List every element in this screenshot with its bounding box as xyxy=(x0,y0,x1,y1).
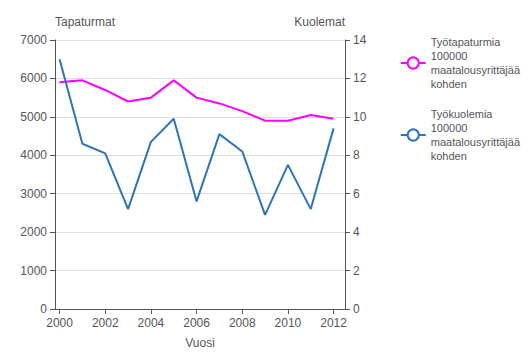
svg-text:6000: 6000 xyxy=(20,71,47,85)
svg-text:2: 2 xyxy=(353,264,360,278)
svg-text:2004: 2004 xyxy=(138,316,165,330)
svg-text:Työkuolemia: Työkuolemia xyxy=(431,108,494,120)
svg-text:0: 0 xyxy=(353,302,360,316)
svg-text:0: 0 xyxy=(40,302,47,316)
svg-text:kohden: kohden xyxy=(431,150,467,162)
svg-text:12: 12 xyxy=(353,71,367,85)
svg-text:4: 4 xyxy=(353,225,360,239)
svg-text:2012: 2012 xyxy=(320,316,347,330)
svg-text:Tapaturmat: Tapaturmat xyxy=(55,15,116,29)
svg-text:4000: 4000 xyxy=(20,148,47,162)
svg-text:3000: 3000 xyxy=(20,187,47,201)
svg-text:Työtapaturmia: Työtapaturmia xyxy=(431,36,502,48)
svg-text:10: 10 xyxy=(353,110,367,124)
svg-text:7000: 7000 xyxy=(20,33,47,47)
svg-text:2000: 2000 xyxy=(46,316,73,330)
svg-text:2002: 2002 xyxy=(92,316,119,330)
svg-text:kohden: kohden xyxy=(431,78,467,90)
svg-text:maatalousyrittäjää: maatalousyrittäjää xyxy=(431,136,521,148)
svg-text:14: 14 xyxy=(353,33,367,47)
svg-text:Vuosi: Vuosi xyxy=(185,336,215,350)
svg-text:100000: 100000 xyxy=(431,50,468,62)
svg-text:8: 8 xyxy=(353,148,360,162)
svg-text:2010: 2010 xyxy=(275,316,302,330)
svg-text:5000: 5000 xyxy=(20,110,47,124)
svg-text:Kuolemat: Kuolemat xyxy=(294,15,345,29)
svg-text:2000: 2000 xyxy=(20,225,47,239)
svg-text:100000: 100000 xyxy=(431,122,468,134)
svg-text:2008: 2008 xyxy=(229,316,256,330)
svg-text:2006: 2006 xyxy=(183,316,210,330)
svg-text:1000: 1000 xyxy=(20,264,47,278)
svg-text:maatalousyrittäjää: maatalousyrittäjää xyxy=(431,64,521,76)
svg-text:6: 6 xyxy=(353,187,360,201)
